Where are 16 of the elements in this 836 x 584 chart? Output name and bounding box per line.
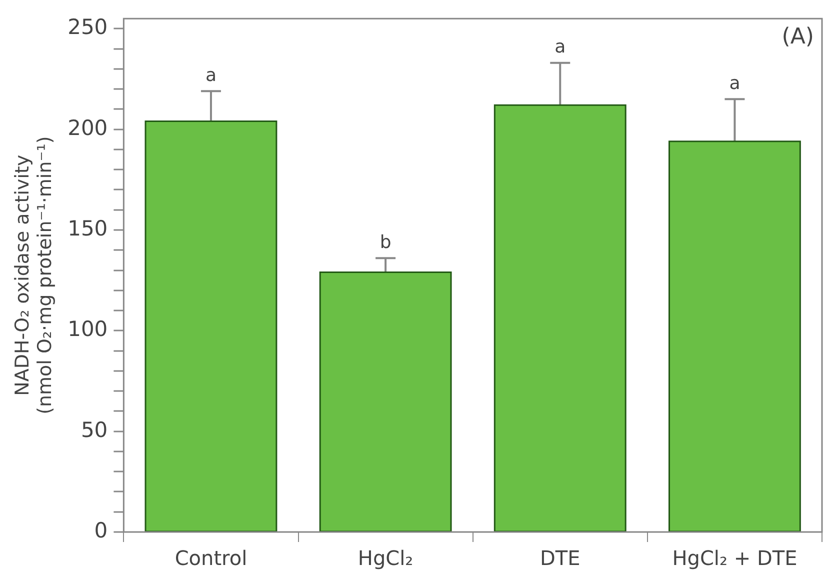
y-axis-title: NADH-O₂ oxidase activity (nmol O₂·mg protein⁻¹·min⁻¹) [11,136,56,414]
y-tick-label: 50 [80,418,108,442]
data-label: a [729,72,740,94]
y-tick-label: 150 [68,216,108,240]
y-tick-label: 0 [94,518,108,542]
x-tick-label: HgCl₂ + DTE [672,546,798,570]
data-label: a [205,64,216,86]
y-tick-label: 250 [68,15,108,40]
annotation: (A) [782,24,814,50]
y-tick-label: 200 [68,116,108,140]
x-tick-label: DTE [540,546,580,570]
data-label: a [554,36,566,58]
x-tick-label: HgCl₂ [358,546,414,570]
x-tick-label: Control [174,546,248,570]
data-label: b [380,232,392,253]
y-tick-label: 100 [68,317,108,342]
